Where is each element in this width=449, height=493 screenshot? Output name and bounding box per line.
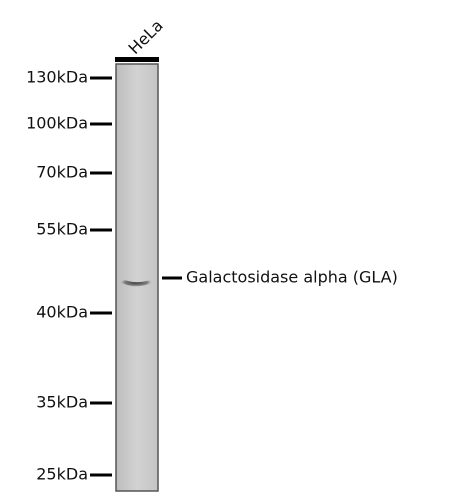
band-label: Galactosidase alpha (GLA): [186, 268, 398, 287]
lane-label: HeLa: [125, 16, 167, 58]
blot-figure: HeLa 130kDa 100kDa 70kDa 55kDa 40kDa 35k…: [0, 0, 449, 493]
marker-label: 130kDa: [26, 68, 88, 87]
marker-label: 40kDa: [36, 303, 88, 322]
marker-label: 25kDa: [36, 465, 88, 484]
marker-label: 55kDa: [36, 220, 88, 239]
marker-label: 100kDa: [26, 114, 88, 133]
marker-label: 70kDa: [36, 163, 88, 182]
marker-label: 35kDa: [36, 393, 88, 412]
lane: [116, 64, 158, 491]
markers: 130kDa 100kDa 70kDa 55kDa 40kDa 35kDa 25…: [26, 68, 112, 484]
lane-bar: [115, 57, 159, 62]
